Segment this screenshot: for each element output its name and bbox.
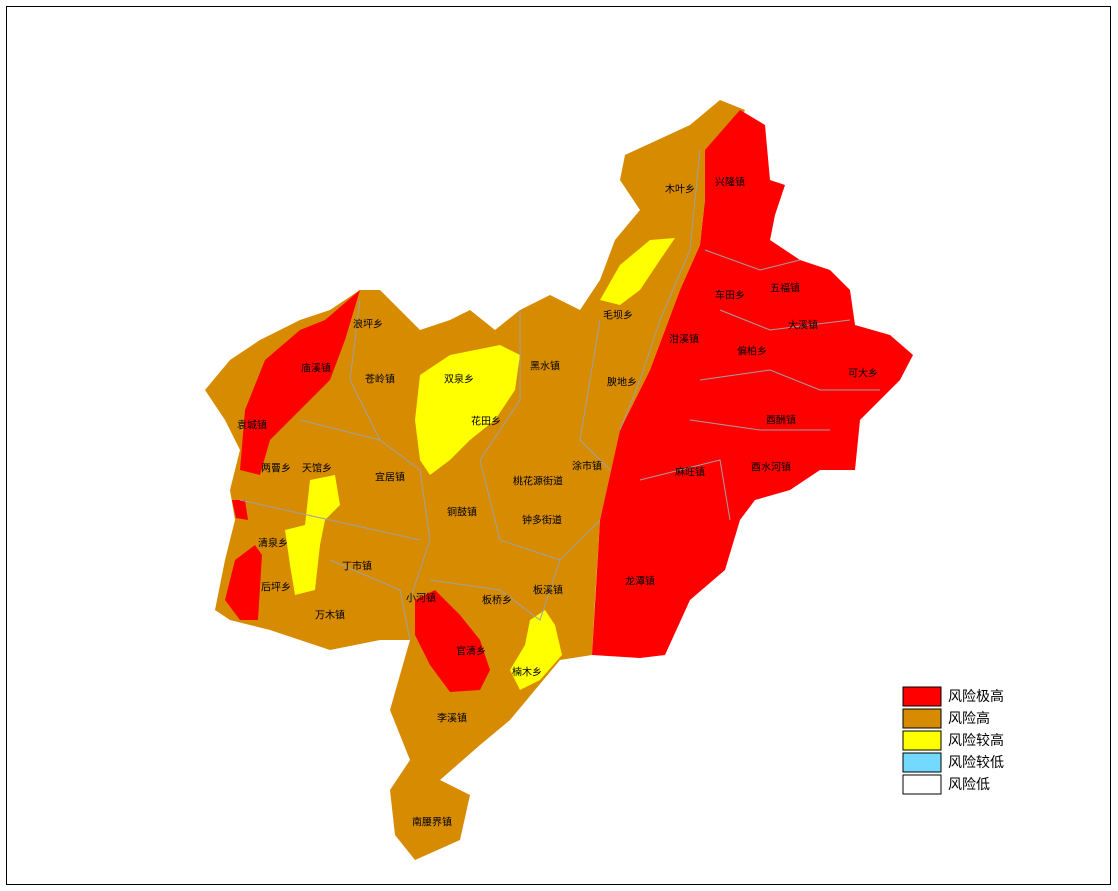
- town-label: 清泉乡: [258, 537, 288, 550]
- town-label: 丁市镇: [342, 560, 372, 573]
- legend-swatch: [902, 686, 942, 707]
- town-label: 腴地乡: [607, 376, 637, 389]
- legend-label: 风险极高: [948, 688, 1004, 705]
- town-label: 天馆乡: [302, 462, 332, 475]
- town-label: 板溪镇: [533, 584, 563, 597]
- town-label: 两罾乡: [261, 463, 291, 475]
- town-label: 花田乡: [471, 415, 501, 428]
- region-extreme: [232, 500, 248, 520]
- legend-label: 风险低: [948, 777, 990, 793]
- town-label: 麻旺镇: [675, 466, 705, 479]
- boundary: [239, 299, 611, 641]
- town-label: 双泉乡: [444, 373, 474, 386]
- region-extreme: [240, 290, 360, 475]
- town-label: 酉酬镇: [766, 414, 796, 427]
- legend-label: 风险较低: [948, 755, 1004, 771]
- legend-label: 风险高: [948, 710, 990, 727]
- region-elevated: [510, 610, 562, 690]
- town-label: 袁城镇: [237, 419, 267, 432]
- boundary: [639, 249, 880, 521]
- region-extreme: [225, 545, 262, 620]
- town-label: 兴隆镇: [715, 176, 745, 189]
- town-label: 木叶乡: [665, 184, 695, 196]
- region-extreme: [415, 590, 490, 692]
- town-label: 铜鼓镇: [447, 506, 477, 519]
- town-label: 涂市镇: [572, 460, 602, 473]
- town-label: 庙溪镇: [301, 362, 331, 375]
- boundary: [619, 149, 701, 431]
- town-label: 小河镇: [406, 592, 436, 605]
- legend-swatch: [902, 730, 942, 751]
- legend-swatch: [902, 774, 942, 795]
- legend-swatch: [902, 708, 942, 729]
- region-elevated: [285, 475, 340, 595]
- town-label: 酉水河镇: [751, 461, 791, 474]
- town-label: 浪坪乡: [353, 318, 383, 331]
- town-label: 李溪镇: [437, 712, 467, 725]
- regions: [205, 100, 913, 860]
- town-label: 板桥乡: [482, 594, 512, 607]
- town-label: 桃花源街道: [513, 475, 563, 488]
- town-label: 可大乡: [848, 367, 878, 380]
- boundaries: [239, 149, 880, 641]
- town-label: 五福镇: [770, 282, 800, 295]
- town-label: 钟多街道: [522, 514, 562, 527]
- town-label: 黑水镇: [530, 360, 560, 373]
- town-label: 偏柏乡: [737, 345, 767, 358]
- region-elevated: [415, 345, 520, 475]
- town-label: 官清乡: [456, 645, 486, 658]
- legend-swatch: [902, 752, 942, 773]
- legend-label: 风险较高: [948, 732, 1004, 749]
- town-label: 楠木乡: [512, 666, 542, 679]
- town-label: 泔溪镇: [669, 333, 699, 346]
- region-elevated: [600, 238, 675, 305]
- town-label: 毛坝乡: [603, 310, 633, 322]
- town-label: 大溪镇: [788, 319, 818, 332]
- town-label: 苍岭镇: [365, 373, 395, 386]
- town-label: 万木镇: [315, 609, 345, 622]
- region-extreme: [592, 110, 913, 658]
- town-label: 南腰界镇: [412, 816, 452, 829]
- town-label: 宜居镇: [375, 471, 405, 484]
- town-label: 后坪乡: [261, 581, 291, 594]
- town-label: 车田乡: [715, 289, 745, 302]
- town-label: 龙潭镇: [625, 575, 655, 588]
